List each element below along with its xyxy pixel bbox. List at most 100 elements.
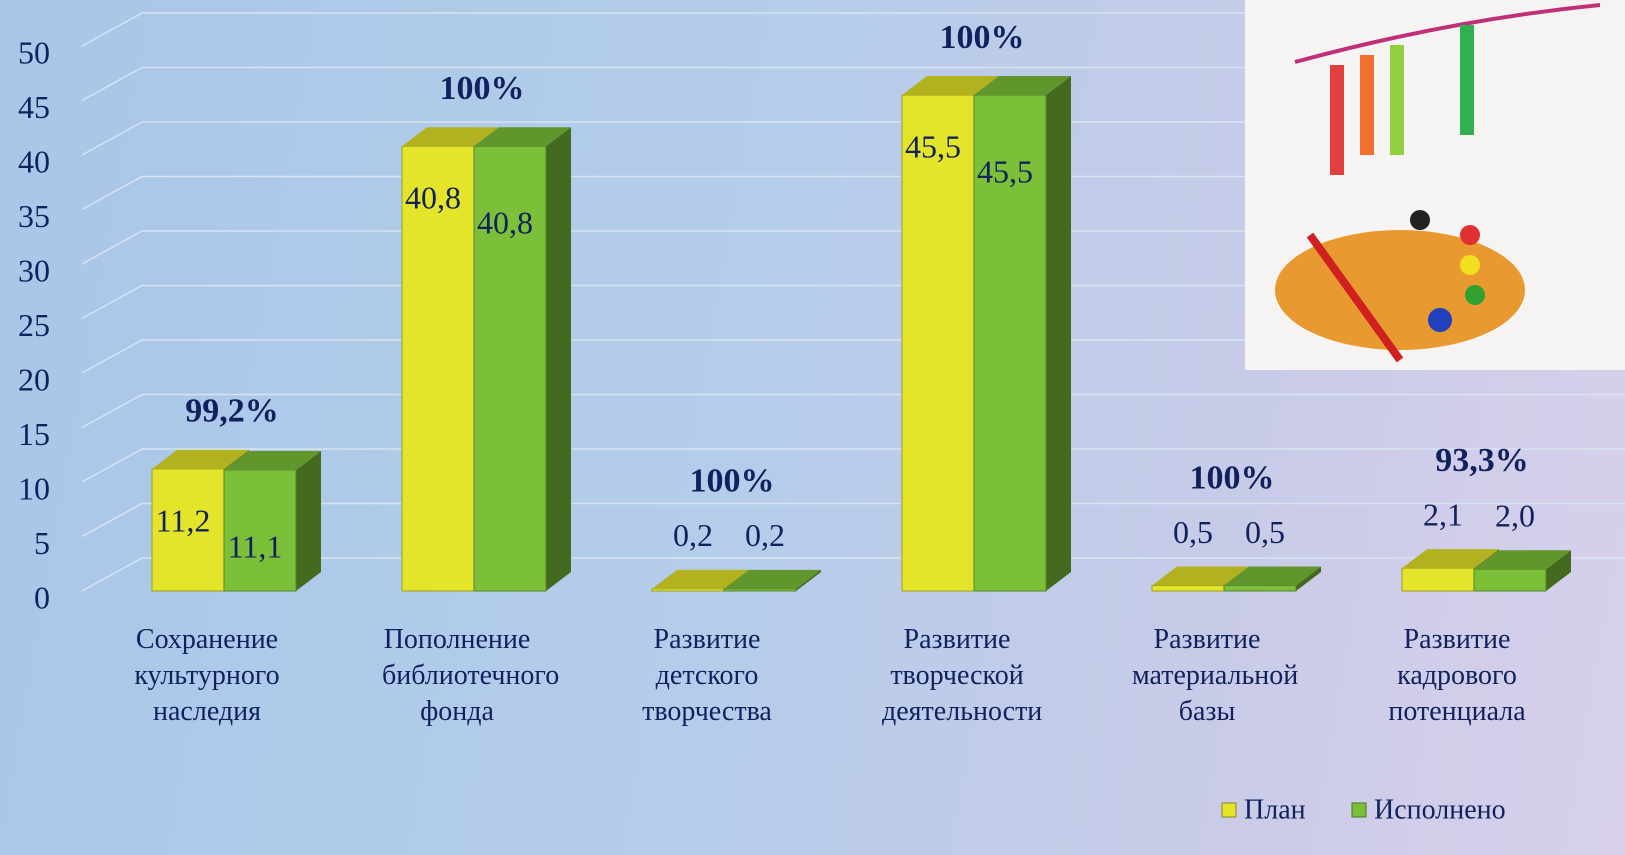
value-label: 0,5 xyxy=(1245,514,1285,550)
bar-side xyxy=(296,451,321,591)
picture-bar xyxy=(1460,25,1474,135)
paint xyxy=(1465,285,1485,305)
bar-top xyxy=(474,127,571,147)
bar-front xyxy=(1151,585,1225,592)
annotation: 100% xyxy=(690,463,775,500)
palette xyxy=(1275,230,1525,350)
bar-side xyxy=(796,569,821,591)
grid-line xyxy=(81,284,1625,320)
picture-arc xyxy=(1294,3,1601,64)
grid-line xyxy=(81,502,1625,538)
bar-top xyxy=(724,569,821,589)
bar-top xyxy=(1152,566,1249,586)
y-tick-label: 35 xyxy=(18,198,50,234)
y-tick-label: 40 xyxy=(18,143,50,179)
y-tick-label: 20 xyxy=(18,361,50,397)
bar-front xyxy=(901,94,975,592)
bar xyxy=(223,451,321,592)
bar-top xyxy=(652,569,749,589)
grid-line xyxy=(81,339,1625,374)
bar-side xyxy=(1546,550,1571,591)
bar xyxy=(473,127,571,592)
value-label: 2,0 xyxy=(1495,498,1535,534)
bar xyxy=(973,76,1071,592)
annotation: 99,2% xyxy=(185,393,279,430)
grid-line xyxy=(81,121,1625,156)
bar-front xyxy=(473,145,547,592)
grid-line xyxy=(81,557,1625,592)
value-label: 0,5 xyxy=(1173,514,1213,550)
bar xyxy=(1223,566,1321,592)
y-tick-label: 15 xyxy=(18,416,50,452)
picture-bar xyxy=(1330,65,1344,175)
bar-front xyxy=(1401,567,1475,592)
grid-line xyxy=(81,448,1625,483)
bar-top xyxy=(1474,550,1571,570)
y-tick-label: 0 xyxy=(34,579,50,615)
bar-top xyxy=(402,127,499,147)
grid xyxy=(81,12,1625,592)
grid-line xyxy=(81,393,1625,429)
bar xyxy=(1473,550,1571,592)
brush xyxy=(1306,232,1404,363)
bar-side xyxy=(1296,566,1321,591)
bar-top xyxy=(1402,549,1499,569)
y-tick-label: 25 xyxy=(18,307,50,343)
bar-front xyxy=(401,145,475,592)
x-tick-label: Развитие детского творчества xyxy=(642,624,772,727)
bar xyxy=(723,569,821,592)
value-label: 2,1 xyxy=(1423,496,1463,532)
bar-top xyxy=(152,449,249,469)
paint xyxy=(1410,210,1430,230)
bar-front xyxy=(651,588,725,592)
annotation: 100% xyxy=(440,70,525,107)
x-tick-label: Развитие кадрового потенциала xyxy=(1388,624,1526,727)
bar-side xyxy=(1046,76,1071,592)
value-label: 0,2 xyxy=(745,517,785,553)
bar-front xyxy=(1223,585,1297,592)
bar-top xyxy=(974,76,1071,96)
picture-bar xyxy=(1390,45,1404,155)
y-tick-label: 10 xyxy=(18,470,50,506)
bar-top xyxy=(902,76,999,96)
decoration xyxy=(1245,0,1625,370)
x-tick-label: Развитие материальной базы xyxy=(1132,624,1299,727)
value-label: 40,8 xyxy=(405,180,461,216)
bar-front xyxy=(973,94,1047,592)
y-tick-label: 5 xyxy=(34,525,50,561)
value-label: 11,1 xyxy=(228,528,283,564)
paint xyxy=(1428,308,1452,332)
y-tick-label: 50 xyxy=(18,34,50,70)
bar-top xyxy=(224,451,321,471)
y-tick-label: 45 xyxy=(18,89,50,125)
value-label: 45,5 xyxy=(977,153,1033,189)
bar-front xyxy=(223,469,297,592)
value-label: 11,2 xyxy=(156,502,211,538)
legend-label: План xyxy=(1244,794,1306,825)
x-tick-label: Сохранение культурного наследия xyxy=(134,624,280,727)
paint xyxy=(1460,225,1480,245)
bar-front xyxy=(723,588,797,592)
value-label: 45,5 xyxy=(905,128,961,164)
bar-front xyxy=(1473,568,1547,592)
value-label: 40,8 xyxy=(477,205,533,241)
paint xyxy=(1460,255,1480,275)
legend-swatch xyxy=(1221,802,1237,818)
bar-side xyxy=(546,127,571,591)
y-tick-label: 30 xyxy=(18,252,50,288)
legend-swatch xyxy=(1351,802,1367,818)
grid-line xyxy=(81,175,1625,211)
legend-label: Исполнено xyxy=(1374,794,1506,825)
annotation: 100% xyxy=(940,19,1025,56)
picture-bar xyxy=(1360,55,1374,155)
x-tick-label: Развитие творческой деятельности xyxy=(882,624,1043,727)
bar-top xyxy=(1224,566,1321,586)
x-tick-label: Пополнение библиотечного фонда xyxy=(382,624,560,727)
annotation: 93,3% xyxy=(1435,442,1529,479)
value-label: 0,2 xyxy=(673,517,713,553)
annotation: 100% xyxy=(1190,459,1275,496)
grid-line xyxy=(81,66,1625,102)
grid-line xyxy=(81,12,1625,47)
